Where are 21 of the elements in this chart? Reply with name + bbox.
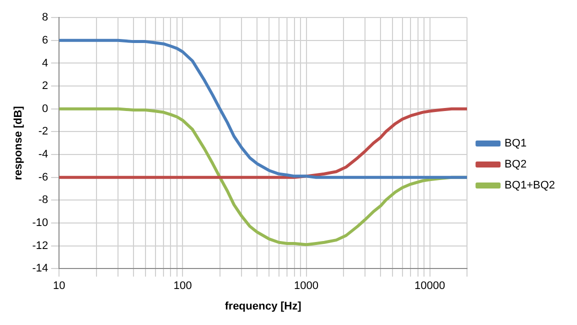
x-tick-label: 100 bbox=[174, 280, 192, 292]
legend-label: BQ2 bbox=[504, 158, 527, 171]
y-tick-label: -8 bbox=[38, 194, 48, 206]
y-tick-label: -6 bbox=[38, 171, 48, 184]
y-tick-label: -4 bbox=[38, 148, 48, 161]
y-tick-label: 4 bbox=[42, 57, 48, 70]
x-tick-label: 10000 bbox=[414, 280, 446, 292]
y-tick-label: -2 bbox=[38, 126, 48, 138]
y-tick-label: 6 bbox=[42, 34, 48, 46]
x-tick-label: 1000 bbox=[294, 280, 319, 292]
y-tick-label: -14 bbox=[32, 262, 48, 275]
legend-label: BQ1+BQ2 bbox=[504, 180, 556, 192]
y-tick-label: 2 bbox=[42, 80, 48, 92]
x-tick-label: 10 bbox=[52, 280, 66, 292]
x-axis-title: frequency [Hz] bbox=[224, 300, 302, 312]
y-axis-title: response [dB] bbox=[12, 106, 25, 180]
y-tick-label: 8 bbox=[42, 12, 48, 24]
y-tick-label: -10 bbox=[32, 216, 48, 229]
y-tick-label: -12 bbox=[32, 240, 48, 252]
legend-label: BQ1 bbox=[504, 138, 527, 150]
y-tick-label: 0 bbox=[42, 102, 48, 115]
